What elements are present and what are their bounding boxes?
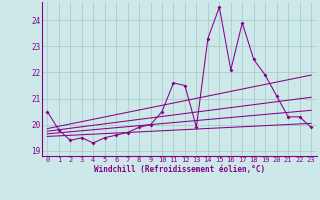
X-axis label: Windchill (Refroidissement éolien,°C): Windchill (Refroidissement éolien,°C) [94,165,265,174]
